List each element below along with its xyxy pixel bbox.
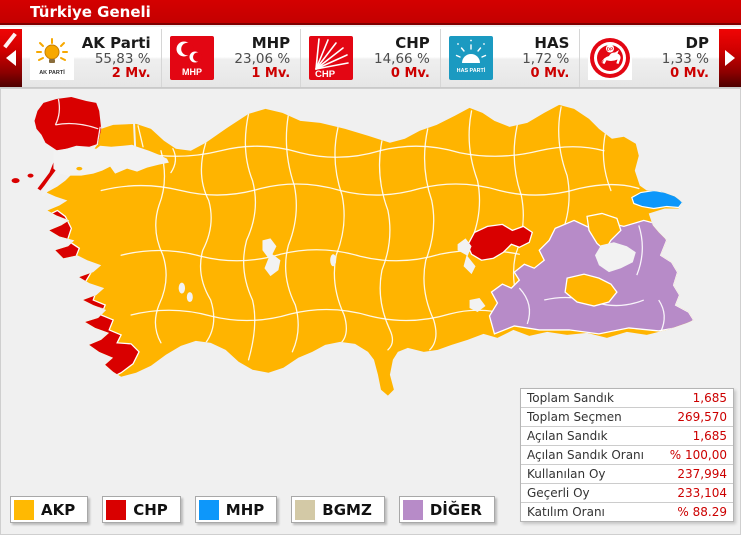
party-seats: 1 Mv. (251, 66, 291, 82)
table-row: Açılan Sandık Oranı % 100,00 (521, 446, 733, 465)
legend-swatch (14, 499, 34, 520)
legend-label: MHP (225, 500, 265, 519)
table-row: Toplam Seçmen 269,570 (521, 408, 733, 427)
stat-label: Toplam Sandık (527, 391, 614, 405)
legend-label: DİĞER (429, 500, 482, 519)
legend-label: CHP (133, 500, 168, 519)
lake-keban (457, 238, 476, 275)
turkey-results-map (0, 88, 741, 535)
svg-text:AK PARTİ: AK PARTİ (39, 69, 65, 76)
party-seats: 0 Mv. (390, 66, 430, 82)
legend-item-diger: DİĞER (398, 496, 495, 523)
table-row: Geçerli Oy 233,104 (521, 484, 733, 503)
party-name: HAS (534, 33, 570, 52)
dardanelles-strait (41, 172, 60, 197)
svg-text:MHP: MHP (182, 67, 202, 77)
table-row: Katılım Oranı % 88.29 (521, 503, 733, 521)
stat-value: 1,685 (692, 391, 727, 405)
stat-value: % 100,00 (669, 448, 727, 462)
island-chp-2 (27, 173, 34, 178)
akparti-logo-icon: AK PARTİ (30, 36, 74, 80)
party-name: CHP (395, 33, 430, 52)
bosphorus-strait (133, 122, 137, 147)
mhp-logo-icon: MHP (169, 36, 214, 80)
lake-hirfanli (330, 254, 337, 267)
table-row: Açılan Sandık 1,685 (521, 427, 733, 446)
party-entry-has[interactable]: HAS PARTİ HAS 1,72 % 0 Mv. (441, 29, 581, 87)
party-seats: 0 Mv. (530, 66, 570, 82)
lake-burdur (186, 292, 193, 303)
party-entry-chp[interactable]: CHP CHP 14,66 % 0 Mv. (301, 29, 441, 87)
party-entry-mhp[interactable]: MHP MHP 23,06 % 1 Mv. (162, 29, 302, 87)
province-borders (100, 106, 640, 361)
svg-text:CHP: CHP (315, 69, 336, 80)
stat-value: 269,570 (677, 410, 727, 424)
party-seats: 2 Mv. (111, 66, 151, 82)
stat-label: Kullanılan Oy (527, 467, 606, 481)
chevron-left-icon (6, 50, 16, 66)
party-entry-dp[interactable]: DP DP 1,33 % 0 Mv. (580, 29, 719, 87)
legend-swatch (402, 499, 423, 520)
stat-label: Açılan Sandık (527, 429, 608, 443)
table-row: Toplam Sandık 1,685 (521, 389, 733, 408)
lake-ataturk (469, 298, 486, 312)
stat-value: 233,104 (677, 486, 727, 500)
legend-item-akp: AKP (10, 496, 89, 523)
party-entry-akparti[interactable]: AK PARTİ AK Parti 55,83 % 2 Mv. (22, 29, 162, 87)
lake-van (594, 242, 636, 273)
stat-label: Katılım Oranı (527, 505, 605, 519)
stat-label: Açılan Sandık Oranı (527, 448, 644, 462)
southeast-province-lines (518, 225, 665, 333)
thrace-province-lines (54, 98, 101, 145)
legend-item-chp: CHP (102, 496, 181, 523)
carousel-prev-button[interactable] (0, 29, 22, 87)
stat-value: % 88.29 (677, 505, 727, 519)
legend-swatch (295, 499, 316, 520)
has-logo-icon: HAS PARTİ (448, 36, 493, 80)
mouse-cursor-artifact (3, 32, 17, 49)
legend-label: AKP (41, 500, 76, 519)
party-name: DP (685, 33, 709, 52)
legend-swatch (106, 499, 127, 520)
legend-item-mhp: MHP (194, 496, 278, 523)
lake-egirdir (178, 282, 186, 294)
stat-value: 1,685 (692, 429, 727, 443)
dp-logo-icon: DP (588, 36, 633, 80)
carousel-next-button[interactable] (719, 29, 741, 87)
party-percent: 23,06 % (234, 50, 291, 67)
chevron-right-icon (725, 50, 735, 66)
party-name: MHP (251, 33, 291, 52)
table-row: Kullanılan Oy 237,994 (521, 465, 733, 484)
sea-of-marmara (53, 144, 169, 176)
svg-text:HAS PARTİ: HAS PARTİ (456, 67, 485, 74)
map-legend: AKP CHP MHP BGMZ DİĞER (10, 496, 495, 523)
party-seats: 0 Mv. (670, 66, 709, 82)
chp-logo-icon: CHP (309, 36, 354, 80)
results-summary-table: Toplam Sandık 1,685 Toplam Seçmen 269,570 … (520, 388, 734, 522)
party-name: AK Parti (81, 33, 151, 52)
island-chp-1 (11, 178, 20, 184)
page-title: Türkiye Geneli (0, 0, 741, 25)
legend-label: BGMZ (322, 500, 372, 519)
region-enclave-akp-north[interactable] (586, 212, 622, 252)
party-results-bar: AK PARTİ AK Parti 55,83 % 2 Mv. MHP MHP … (0, 27, 741, 88)
stat-label: Toplam Seçmen (527, 410, 622, 424)
party-percent: 55,83 % (94, 50, 151, 67)
legend-swatch (198, 499, 219, 520)
party-percent: 1,72 % (522, 50, 570, 67)
party-entries: AK PARTİ AK Parti 55,83 % 2 Mv. MHP MHP … (22, 29, 719, 87)
stat-label: Geçerli Oy (527, 486, 590, 500)
party-percent: 1,33 % (661, 50, 709, 67)
party-percent: 14,66 % (374, 50, 430, 67)
legend-item-bgmz: BGMZ (291, 496, 385, 523)
region-tunceli-chp[interactable] (466, 223, 534, 261)
svg-text:DP: DP (607, 46, 613, 51)
region-enclave-akp-south[interactable] (564, 273, 618, 307)
stat-value: 237,994 (677, 467, 727, 481)
lake-tuz (262, 238, 281, 277)
marmara-island (76, 166, 83, 171)
